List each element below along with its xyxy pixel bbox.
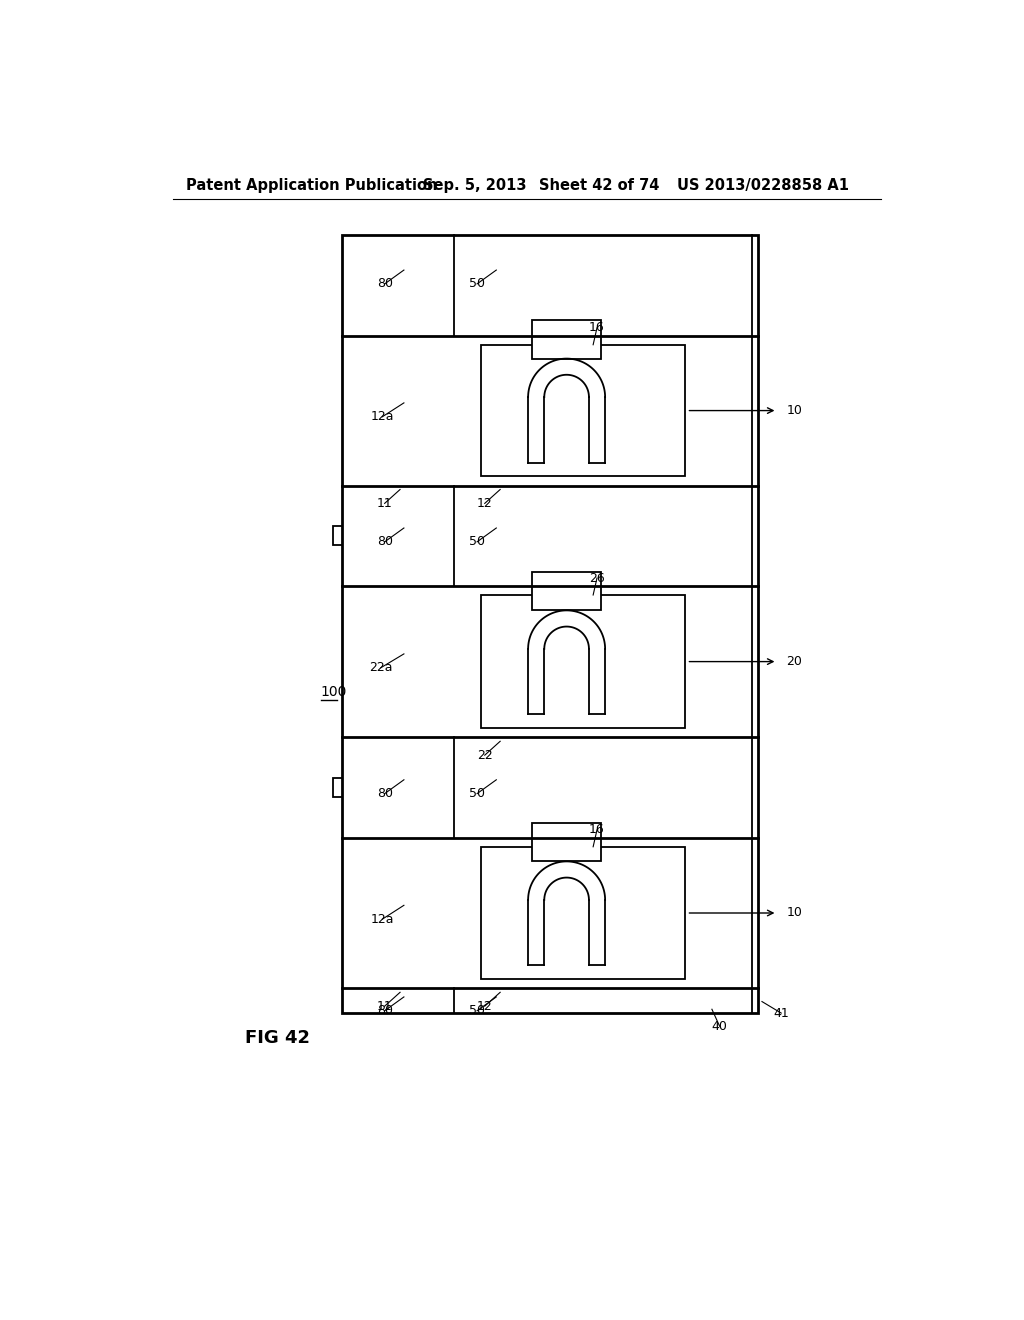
Text: 22: 22 — [477, 748, 493, 762]
Text: 50: 50 — [469, 1005, 485, 1018]
Bar — [333, 527, 342, 545]
Bar — [531, 822, 601, 862]
Bar — [481, 595, 685, 729]
Text: 80: 80 — [377, 277, 392, 290]
Text: Sheet 42 of 74: Sheet 42 of 74 — [539, 178, 659, 193]
Text: 20: 20 — [786, 655, 803, 668]
Text: 11: 11 — [377, 999, 392, 1012]
Text: 50: 50 — [469, 277, 485, 290]
Text: 80: 80 — [377, 1005, 392, 1018]
Text: 50: 50 — [469, 787, 485, 800]
Text: 10: 10 — [786, 907, 803, 920]
Text: Patent Application Publication: Patent Application Publication — [186, 178, 437, 193]
Text: 50: 50 — [469, 536, 485, 548]
Bar — [531, 572, 601, 610]
Text: 12: 12 — [477, 496, 493, 510]
Bar — [333, 777, 342, 797]
Bar — [531, 321, 601, 359]
Text: 26: 26 — [589, 572, 605, 585]
Text: 80: 80 — [377, 536, 392, 548]
Bar — [481, 847, 685, 979]
Text: 40: 40 — [712, 1019, 727, 1032]
Text: 12: 12 — [477, 999, 493, 1012]
Bar — [481, 345, 685, 477]
Text: 80: 80 — [377, 787, 392, 800]
Text: 12a: 12a — [371, 411, 394, 424]
Text: 41: 41 — [773, 1007, 790, 1019]
Text: 22a: 22a — [369, 661, 392, 675]
Text: 100: 100 — [321, 685, 347, 700]
Bar — [342, 235, 758, 1014]
Text: 10: 10 — [786, 404, 803, 417]
Text: 11: 11 — [377, 496, 392, 510]
Text: Sep. 5, 2013: Sep. 5, 2013 — [423, 178, 526, 193]
Text: US 2013/0228858 A1: US 2013/0228858 A1 — [677, 178, 849, 193]
Text: 12a: 12a — [371, 912, 394, 925]
Text: 16: 16 — [589, 824, 605, 837]
Text: FIG 42: FIG 42 — [245, 1028, 309, 1047]
Text: 16: 16 — [589, 321, 605, 334]
